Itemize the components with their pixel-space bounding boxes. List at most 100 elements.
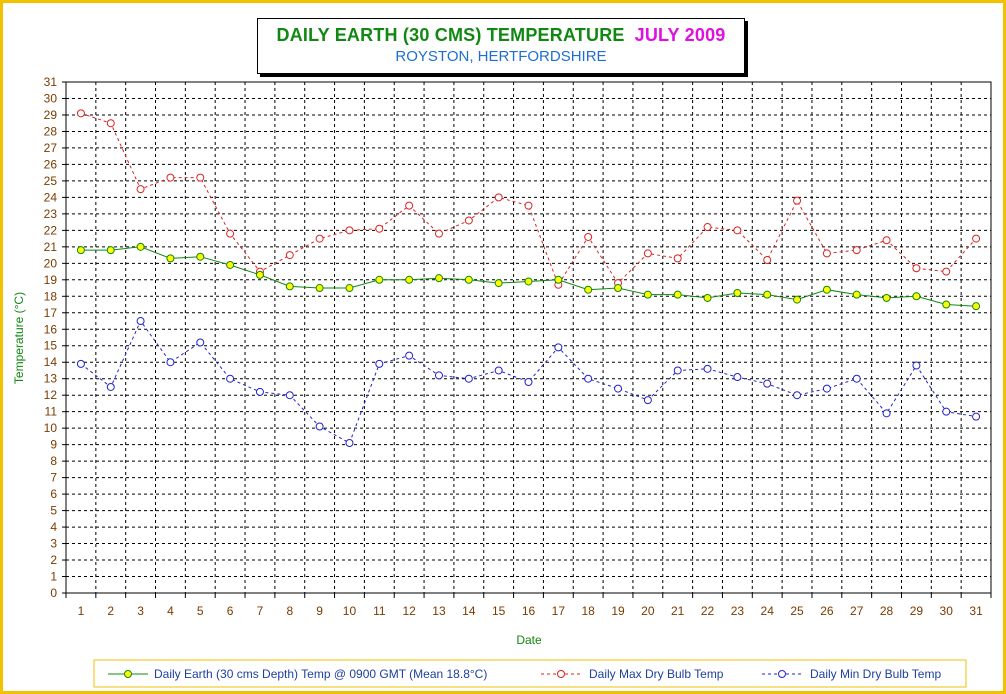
y-tick-label: 24 bbox=[44, 190, 58, 204]
x-tick-label: 2 bbox=[107, 604, 114, 618]
data-point bbox=[643, 290, 652, 299]
data-point bbox=[584, 232, 593, 241]
y-tick-label: 0 bbox=[50, 586, 57, 600]
y-tick-label: 28 bbox=[44, 124, 58, 138]
chart-subtitle: ROYSTON, HERTFORDSHIRE bbox=[395, 48, 607, 65]
data-point bbox=[942, 300, 951, 309]
y-tick-label: 7 bbox=[50, 471, 57, 485]
data-point bbox=[793, 295, 802, 304]
x-tick-label: 22 bbox=[701, 604, 715, 618]
x-tick-label: 25 bbox=[790, 604, 804, 618]
data-point bbox=[852, 246, 861, 255]
x-tick-label: 13 bbox=[432, 604, 446, 618]
series-group bbox=[76, 109, 981, 447]
x-tick-label: 11 bbox=[373, 604, 386, 618]
x-axis-title: Date bbox=[516, 633, 542, 647]
data-point bbox=[763, 290, 772, 299]
data-point bbox=[285, 251, 294, 260]
axes bbox=[62, 81, 992, 598]
data-point bbox=[375, 359, 384, 368]
y-tick-label: 2 bbox=[50, 553, 57, 567]
data-point bbox=[643, 249, 652, 258]
data-point bbox=[494, 193, 503, 202]
x-tick-label: 3 bbox=[137, 604, 144, 618]
data-point bbox=[614, 384, 623, 393]
y-tick-label: 13 bbox=[44, 372, 58, 386]
data-point bbox=[136, 317, 145, 326]
y-tick-label: 21 bbox=[44, 240, 58, 254]
data-point bbox=[972, 234, 981, 243]
y-tick-label: 19 bbox=[44, 273, 58, 287]
y-tick-label: 16 bbox=[44, 322, 58, 336]
x-tick-label: 8 bbox=[286, 604, 293, 618]
data-point bbox=[942, 267, 951, 276]
x-tick-label: 23 bbox=[731, 604, 745, 618]
data-point bbox=[703, 293, 712, 302]
legend-swatch-marker bbox=[778, 670, 786, 678]
data-point bbox=[464, 374, 473, 383]
data-point bbox=[136, 185, 145, 194]
y-tick-label: 29 bbox=[44, 108, 58, 122]
legend: Daily Earth (30 cms Depth) Temp @ 0900 G… bbox=[93, 659, 967, 688]
data-point bbox=[972, 412, 981, 421]
x-tick-label: 19 bbox=[611, 604, 625, 618]
data-point bbox=[822, 285, 831, 294]
y-tick-label: 3 bbox=[50, 537, 57, 551]
y-axis-title: Temperature (°C) bbox=[12, 292, 26, 384]
y-tick-label: 30 bbox=[44, 91, 58, 105]
series-line bbox=[80, 112, 977, 286]
data-point bbox=[345, 226, 354, 235]
y-tick-label: 20 bbox=[44, 256, 58, 270]
y-tick-label: 25 bbox=[44, 174, 58, 188]
data-point bbox=[524, 277, 533, 286]
data-point bbox=[345, 438, 354, 447]
y-tick-labels: 0123456789101112131415161718192021222324… bbox=[44, 75, 58, 600]
y-tick-label: 18 bbox=[44, 289, 58, 303]
data-point bbox=[315, 284, 324, 293]
y-tick-label: 26 bbox=[44, 157, 58, 171]
data-point bbox=[703, 223, 712, 232]
legend-label: Daily Min Dry Bulb Temp bbox=[810, 667, 941, 681]
data-point bbox=[852, 374, 861, 383]
y-tick-label: 23 bbox=[44, 207, 58, 221]
y-tick-label: 17 bbox=[44, 306, 58, 320]
data-point bbox=[584, 285, 593, 294]
series-0 bbox=[76, 242, 981, 311]
data-point bbox=[733, 226, 742, 235]
y-tick-label: 5 bbox=[50, 504, 57, 518]
data-point bbox=[912, 264, 921, 273]
data-point bbox=[285, 391, 294, 400]
data-point bbox=[464, 216, 473, 225]
y-tick-label: 14 bbox=[44, 355, 58, 369]
data-point bbox=[255, 270, 264, 279]
data-point bbox=[226, 229, 235, 238]
series-2 bbox=[76, 317, 981, 447]
data-point bbox=[196, 252, 205, 261]
data-point bbox=[405, 351, 414, 360]
y-tick-label: 6 bbox=[50, 487, 57, 501]
data-point bbox=[405, 275, 414, 284]
data-point bbox=[375, 275, 384, 284]
series-1 bbox=[76, 109, 981, 289]
data-point bbox=[166, 358, 175, 367]
x-tick-label: 29 bbox=[910, 604, 924, 618]
data-point bbox=[614, 284, 623, 293]
x-tick-label: 30 bbox=[940, 604, 954, 618]
data-point bbox=[673, 290, 682, 299]
data-point bbox=[882, 293, 891, 302]
y-tick-label: 11 bbox=[45, 405, 58, 419]
data-point bbox=[434, 371, 443, 380]
data-point bbox=[494, 279, 503, 288]
x-tick-label: 9 bbox=[316, 604, 323, 618]
data-point bbox=[793, 196, 802, 205]
data-point bbox=[852, 290, 861, 299]
data-point bbox=[76, 359, 85, 368]
data-point bbox=[972, 302, 981, 311]
x-tick-label: 6 bbox=[227, 604, 234, 618]
data-point bbox=[226, 260, 235, 269]
legend-label: Daily Earth (30 cms Depth) Temp @ 0900 G… bbox=[154, 667, 487, 681]
data-point bbox=[106, 382, 115, 391]
data-point bbox=[196, 338, 205, 347]
data-point bbox=[434, 229, 443, 238]
y-tick-label: 9 bbox=[50, 438, 57, 452]
